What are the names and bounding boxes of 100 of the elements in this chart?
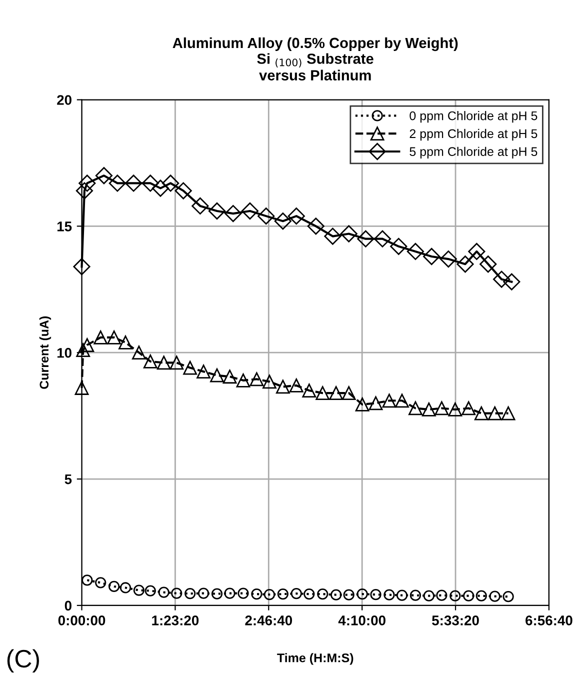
point — [125, 174, 142, 192]
x-tick-label: 1:23:20 — [152, 616, 199, 626]
point — [450, 590, 461, 602]
point — [198, 588, 210, 599]
point — [73, 258, 90, 276]
point — [384, 589, 395, 600]
point — [118, 336, 132, 350]
point — [82, 574, 93, 586]
point — [329, 386, 344, 400]
point — [158, 586, 170, 598]
x-axis-title: Time (H:M:S) — [277, 653, 354, 665]
point — [250, 372, 264, 386]
x-tick-label: 4:10:00 — [338, 616, 386, 626]
point — [132, 346, 146, 360]
point — [142, 174, 159, 192]
point — [368, 396, 383, 410]
point — [74, 381, 89, 395]
point — [184, 588, 196, 600]
point — [422, 402, 436, 416]
legend-label: 5 ppm Chloride at pH 5 — [410, 146, 538, 158]
x-tick-label: 0:00:00 — [58, 616, 106, 626]
point — [289, 378, 304, 392]
y-tick-label: 20 — [57, 95, 72, 105]
point — [330, 589, 342, 600]
point — [144, 585, 156, 596]
point — [143, 354, 158, 368]
point — [208, 202, 226, 220]
point — [356, 588, 368, 600]
point — [340, 225, 358, 242]
point — [238, 588, 249, 599]
point — [274, 212, 292, 230]
point — [382, 394, 396, 408]
point — [488, 406, 502, 420]
x-tick-label: 6:56:40 — [526, 616, 572, 626]
point — [501, 406, 516, 420]
point — [342, 386, 356, 400]
point — [192, 197, 209, 215]
point — [277, 588, 288, 600]
point — [171, 588, 182, 599]
y-tick-label: 5 — [64, 474, 72, 484]
y-axis-title: Current (uA) — [39, 316, 52, 389]
point — [241, 202, 259, 220]
point — [448, 402, 462, 416]
point — [474, 406, 488, 420]
point — [76, 182, 94, 200]
point — [196, 364, 210, 379]
point — [170, 356, 184, 370]
point — [390, 238, 408, 255]
point — [489, 590, 500, 602]
point — [440, 250, 457, 268]
point — [408, 401, 422, 416]
point — [463, 590, 474, 602]
point — [224, 588, 236, 599]
point — [468, 242, 486, 260]
point — [423, 590, 434, 602]
point — [251, 588, 262, 600]
point — [133, 584, 144, 596]
point — [288, 208, 305, 225]
point — [183, 360, 198, 375]
point — [357, 230, 374, 248]
point — [120, 582, 132, 594]
point — [107, 330, 121, 344]
point — [211, 588, 223, 600]
y-tick-label: 0 — [64, 600, 72, 611]
point — [264, 589, 276, 600]
point — [436, 590, 448, 601]
point — [152, 180, 170, 197]
point — [174, 182, 192, 200]
point — [302, 384, 316, 398]
point — [304, 588, 315, 600]
point — [95, 577, 106, 588]
point — [156, 356, 171, 370]
point — [108, 580, 120, 592]
point — [80, 338, 94, 352]
point — [162, 174, 180, 192]
point — [480, 256, 497, 273]
point — [210, 368, 224, 382]
x-tick-label: 2:46:40 — [245, 616, 292, 626]
point — [462, 401, 476, 416]
point — [493, 270, 510, 288]
point — [224, 204, 242, 222]
point — [276, 380, 290, 394]
point — [108, 174, 126, 192]
point — [222, 370, 237, 384]
x-tick-label: 5:33:20 — [432, 616, 479, 626]
point — [355, 397, 370, 412]
point — [396, 590, 408, 601]
text: (C) — [7, 649, 39, 673]
point — [258, 208, 275, 225]
point — [434, 401, 449, 416]
point — [290, 588, 302, 600]
chart-title: Aluminum Alloy (0.5% Copper by Weight) Si $_{(100)}$ Substrate versus Platinum — [172, 37, 458, 80]
point — [343, 589, 354, 600]
point — [262, 374, 276, 389]
point — [316, 386, 330, 400]
point — [395, 394, 409, 408]
legend-label: 2 ppm Chloride at pH 5 — [410, 128, 538, 141]
point — [476, 590, 487, 602]
point — [406, 242, 424, 260]
point — [503, 273, 520, 290]
